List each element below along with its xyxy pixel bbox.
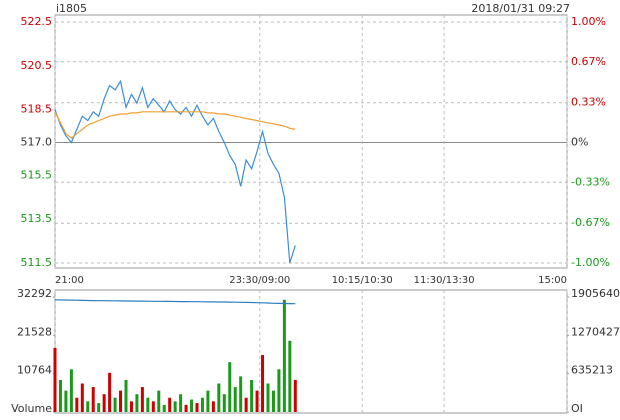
y2-tick-label: 1.00% [571,15,606,28]
volume-bar [140,387,144,412]
volume-bar [217,383,221,412]
x-tick-label: 21:00 [55,275,84,286]
volume-bar [288,340,292,412]
x-tick-label: 23:30/09:00 [229,275,290,286]
y-tick-label: 515.5 [21,168,53,181]
volume-bar [80,383,84,412]
volume-bar [135,394,139,412]
x-tick-label: 11:30/13:30 [414,275,475,286]
price-line [54,79,296,264]
volume-bar [69,369,73,412]
volume-bar [64,390,68,412]
y2-tick-label: -0.33% [571,175,610,188]
y-tick-label: 10764 [17,364,52,377]
volume-bar [184,404,188,412]
volume-bar [97,403,101,412]
volume-bar [222,394,226,412]
volume-bar [266,383,270,412]
volume-bar [162,404,166,412]
datetime: 2018/01/31 09:27 [471,2,570,15]
x-tick-label: 15:00 [538,275,567,286]
y-tick-label: 511.5 [21,256,53,269]
y2-tick-label: 0% [571,136,588,149]
y-tick-label: 520.5 [21,59,53,72]
y2-tick-label: 0.67% [571,55,606,68]
volume-bar [261,355,265,412]
volume-bar [179,394,183,412]
volume-bar [250,379,254,412]
y2-tick-label: -0.67% [571,216,610,229]
volume-bar [108,372,112,412]
volume-bar [58,379,62,412]
x-tick-label: 10:15/10:30 [332,275,393,286]
volume-bar [173,401,177,412]
volume-bar [157,390,161,412]
volume-bar [119,390,123,412]
volume-bar [239,376,243,412]
volume-bar [244,397,248,412]
y-tick-label: 517.0 [21,136,53,149]
volume-bar [102,394,106,412]
y-tick-label: 518.5 [21,103,53,116]
volume-bar [271,390,275,412]
volume-bar [113,397,117,412]
y2-tick-label: -1.00% [571,256,610,269]
symbol: i1805 [56,2,87,15]
y-tick-label: Volume [11,402,52,415]
y-tick-label: 522.5 [21,15,53,28]
volume-bar [195,403,199,412]
volume-bar [124,379,128,412]
volume-bar [228,362,232,412]
volume-bar [206,390,210,412]
volume-bar [146,397,150,412]
volume-bar [233,387,237,412]
volume-bar [129,401,133,412]
y2-tick-label: 1905640 [571,287,620,300]
oi-line [54,299,296,305]
y-tick-label: 513.5 [21,212,53,225]
volume-frame [54,289,568,414]
volume-bar [75,397,79,412]
volume-bar [168,397,172,412]
price-line [54,111,296,139]
volume-bar [211,401,215,412]
volume-bar [255,390,259,412]
y-tick-label: 32292 [17,287,52,300]
volume-bar [200,397,204,412]
y2-tick-label: 635213 [571,364,613,377]
volume-bar [86,401,90,412]
volume-bar [53,347,57,412]
volume-bar [151,401,155,412]
y2-tick-label: OI [571,402,583,415]
volume-bar [282,299,286,412]
y2-tick-label: 0.33% [571,96,606,109]
volume-bar [190,399,194,412]
volume-bar [293,379,297,412]
y2-tick-label: 1270427 [571,325,620,338]
volume-bar [277,369,281,412]
volume-bar [91,387,95,412]
price-frame [54,14,568,269]
y-tick-label: 21528 [17,325,52,338]
